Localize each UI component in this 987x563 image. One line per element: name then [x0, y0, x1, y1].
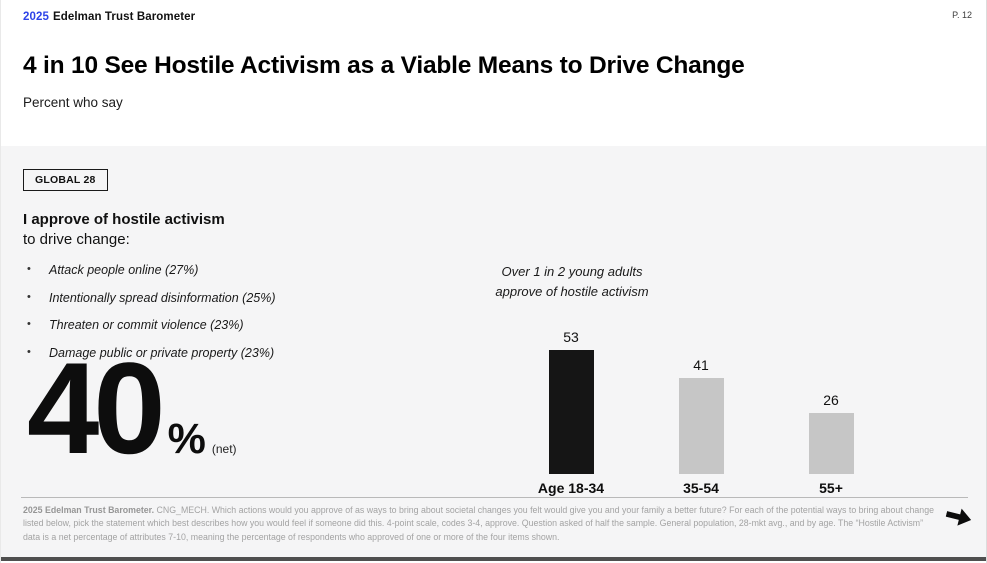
chart-annotation-line: Over 1 in 2 young adults — [501, 264, 643, 279]
bar-value-label: 26 — [823, 392, 839, 408]
net-label: (net) — [211, 442, 237, 456]
slide-subtitle: Percent who say — [23, 95, 123, 110]
percent-sign: % — [167, 415, 206, 463]
chart-annotation-line: approve of hostile activism — [495, 284, 649, 300]
bar-category-label: 35-54 — [683, 480, 719, 496]
brand-name: Edelman Trust Barometer — [52, 11, 196, 23]
bar — [808, 413, 854, 474]
bar-column: 41 35-54 — [636, 324, 766, 496]
slide-title: 4 in 10 See Hostile Activism as a Viable… — [23, 52, 745, 79]
footnote-text: CNG_MECH. Which actions would you approv… — [23, 505, 934, 542]
bullet-list: Attack people online (27%) Intentionally … — [27, 263, 276, 373]
global-28-badge: GLOBAL 28 — [23, 169, 108, 191]
bottom-strip — [1, 557, 986, 561]
footnote: 2025 Edelman Trust Barometer. CNG_MECH. … — [23, 504, 935, 544]
bar-column: 53 Age 18-34 — [506, 324, 636, 496]
bullet-item: Threaten or commit violence (23%) — [27, 318, 276, 332]
page-number: P. 12 — [952, 10, 972, 20]
brand-year: 2025 — [23, 11, 49, 23]
right-arrow-icon — [945, 507, 974, 527]
bar — [548, 350, 594, 474]
net-figure: 40% (net) — [27, 343, 237, 473]
bullet-item: Intentionally spread disinformation (25%… — [27, 291, 276, 305]
brand-logo: 2025 Edelman Trust Barometer — [23, 11, 195, 23]
statement-bold: I approve of hostile activism — [23, 211, 225, 228]
next-slide-button[interactable] — [945, 506, 974, 528]
bar-value-label: 41 — [693, 357, 709, 373]
bullet-item: Attack people online (27%) — [27, 263, 276, 277]
bar-category-label: Age 18-34 — [537, 480, 605, 496]
net-value: 40 — [27, 335, 166, 481]
bar-value-label: 53 — [563, 329, 579, 345]
bar-chart: 53 Age 18-34 41 35-54 26 55+ — [506, 324, 896, 496]
content-panel: GLOBAL 28 I approve of hostile activism … — [1, 146, 986, 557]
bullet-item: Damage public or private property (23%) — [27, 346, 276, 360]
bar-category-label: 55+ — [819, 480, 843, 496]
chart-annotation: Over 1 in 2 young adults approve of hosti… — [441, 262, 703, 302]
bar-column: 26 55+ — [766, 324, 896, 496]
statement-rest: to drive change: — [23, 230, 130, 248]
bar — [678, 378, 724, 474]
footnote-source: 2025 Edelman Trust Barometer. — [23, 505, 155, 515]
statement: I approve of hostile activism to drive c… — [23, 210, 225, 250]
footer-divider — [21, 497, 968, 498]
